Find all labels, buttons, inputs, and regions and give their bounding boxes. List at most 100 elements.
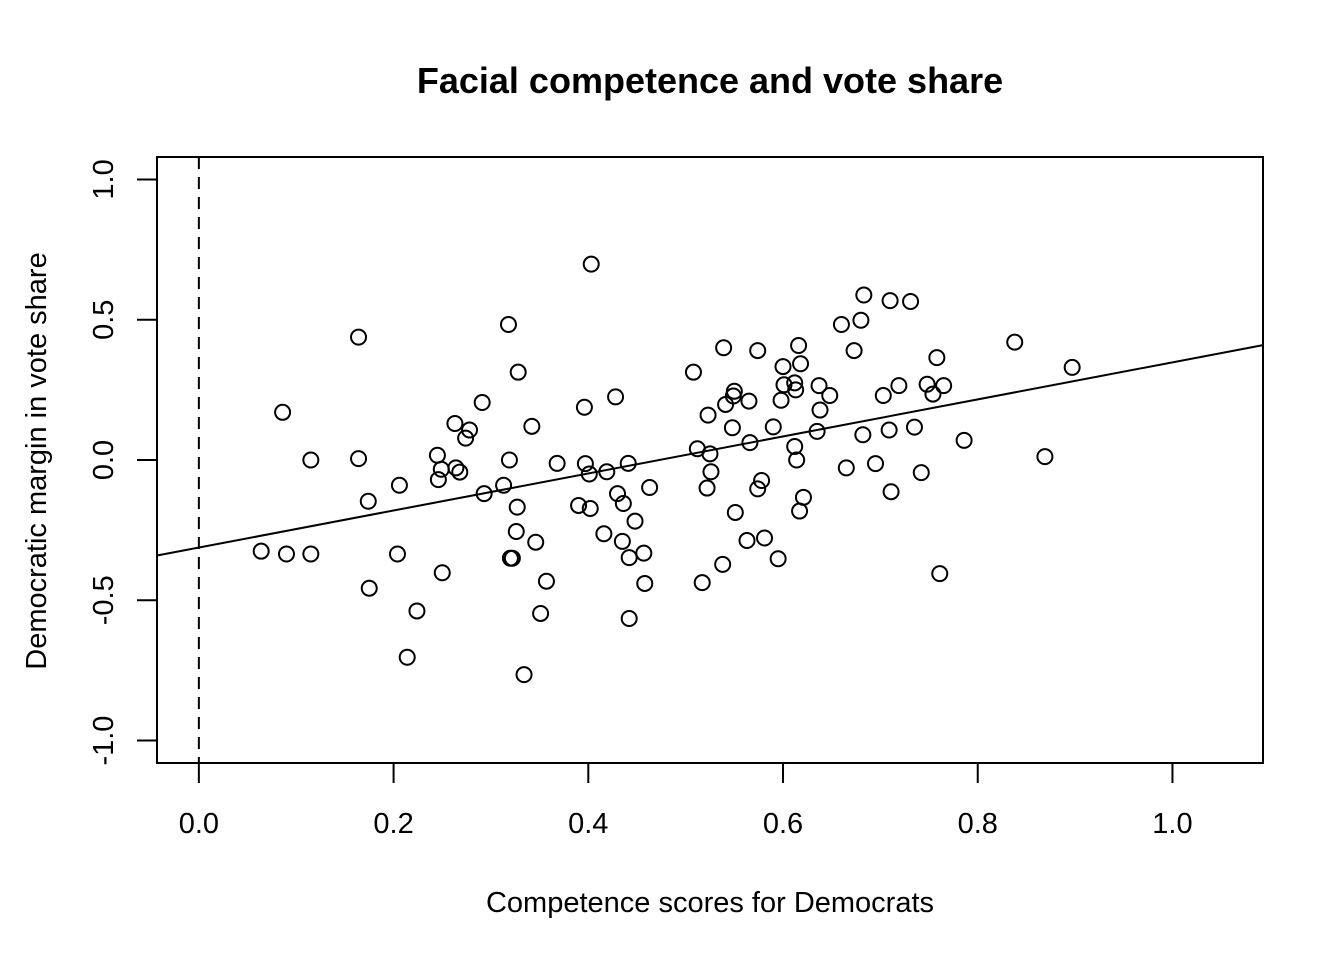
data-point [446, 415, 464, 433]
data-point [609, 485, 627, 503]
data-point [433, 564, 451, 582]
data-point [756, 529, 774, 547]
data-point [928, 349, 946, 367]
data-point [905, 418, 923, 436]
data-point [740, 392, 758, 410]
data-point [428, 446, 446, 464]
data-point [890, 377, 908, 395]
data-point [852, 311, 870, 329]
data-point [475, 485, 493, 503]
data-point [432, 460, 450, 478]
x-tick-label: 0.8 [958, 808, 998, 840]
data-point [867, 455, 885, 473]
data-point [882, 483, 900, 501]
data-point [1006, 333, 1024, 351]
data-point [302, 545, 320, 563]
data-point [620, 610, 638, 628]
data-point [837, 459, 855, 477]
data-point [880, 421, 898, 439]
data-point [788, 451, 806, 469]
data-point [302, 451, 320, 469]
data-point [515, 666, 533, 684]
data-points [252, 255, 1081, 684]
x-tick-label: 0.4 [568, 808, 608, 840]
data-point [699, 406, 717, 424]
data-point [576, 455, 594, 473]
data-point [693, 574, 711, 592]
data-point [702, 463, 720, 481]
data-point [582, 255, 600, 273]
data-point [457, 429, 475, 447]
data-point [537, 572, 555, 590]
data-point [548, 454, 566, 472]
data-point [931, 565, 949, 583]
data-point [429, 471, 447, 489]
data-point [935, 377, 953, 395]
data-point [575, 398, 593, 416]
data-point [641, 478, 659, 496]
data-point [619, 454, 637, 472]
data-point [902, 292, 920, 310]
data-point [881, 292, 899, 310]
data-point [274, 403, 292, 421]
data-point [774, 358, 792, 376]
data-point [794, 488, 812, 506]
data-point [613, 532, 631, 550]
data-point [726, 503, 744, 521]
data-point [500, 451, 518, 469]
data-point [845, 342, 863, 360]
data-point [495, 476, 513, 494]
data-point [507, 523, 525, 541]
data-point [786, 438, 804, 456]
data-point [749, 480, 767, 498]
data-point [503, 549, 521, 567]
data-point [749, 342, 767, 360]
y-axis-label: Democratic margin in vote share [21, 252, 53, 669]
data-point [360, 579, 378, 597]
data-point [790, 337, 808, 355]
data-point [821, 386, 839, 404]
data-point [473, 393, 491, 411]
y-tick-label: -1.0 [88, 716, 120, 766]
y-tick-label: 1.0 [88, 159, 120, 199]
data-point [447, 459, 465, 477]
data-point [855, 286, 873, 304]
data-point [509, 363, 527, 381]
data-point [787, 381, 805, 399]
data-point [854, 426, 872, 444]
y-tick-label: -0.5 [88, 575, 120, 625]
data-point [753, 471, 771, 489]
data-point [792, 355, 810, 373]
data-point [252, 542, 270, 560]
data-point [614, 494, 632, 512]
data-point [359, 492, 377, 510]
data-point [769, 550, 787, 568]
data-point [581, 500, 599, 518]
y-tick-label: 0.0 [88, 440, 120, 480]
data-point [388, 545, 406, 563]
data-point [635, 544, 653, 562]
data-point [527, 533, 545, 551]
data-point [598, 463, 616, 481]
x-axis: 0.0 0.2 0.4 0.6 0.8 1.0 [179, 762, 1193, 840]
y-tick-label: 0.5 [88, 300, 120, 340]
data-point [607, 388, 625, 406]
data-point [390, 476, 408, 494]
x-axis-label: Competence scores for Democrats [486, 887, 934, 919]
data-point [698, 479, 716, 497]
data-point [626, 512, 644, 530]
data-point [714, 555, 732, 573]
data-point [832, 315, 850, 333]
data-point [1036, 448, 1054, 466]
data-point [1063, 358, 1081, 376]
data-point [595, 525, 613, 543]
plot-frame [156, 156, 1264, 764]
data-point [620, 549, 638, 567]
x-tick-label: 0.2 [373, 808, 413, 840]
data-point [738, 532, 756, 550]
data-point [499, 315, 517, 333]
data-point [277, 545, 295, 563]
data-point [912, 464, 930, 482]
x-tick-label: 0.6 [763, 808, 803, 840]
